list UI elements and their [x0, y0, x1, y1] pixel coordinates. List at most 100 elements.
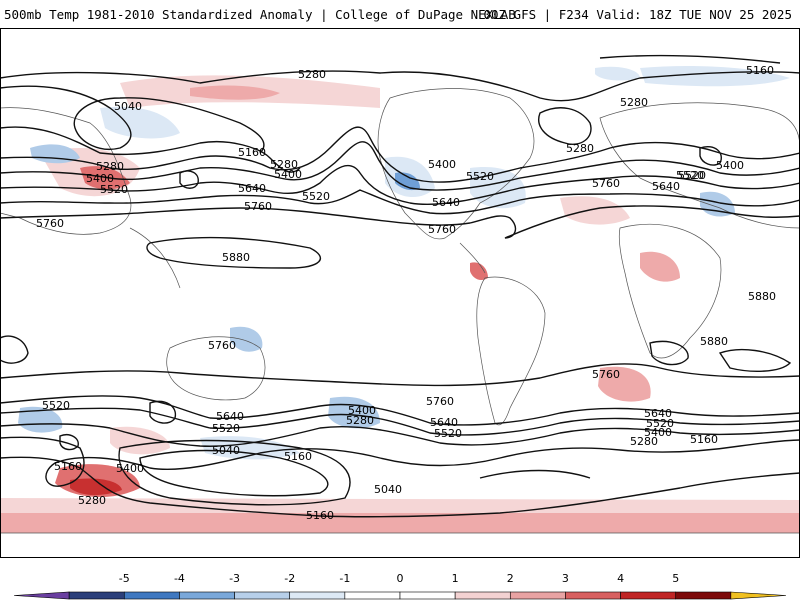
contour-label: 5760 [592, 177, 620, 190]
warm-anomaly-c-am [470, 262, 488, 281]
header: 500mb Temp 1981-2010 Standardized Anomal… [0, 0, 800, 28]
colorbar-segment [234, 591, 291, 600]
eurasia-outline [599, 102, 800, 229]
contour-label: 5640 [652, 180, 680, 193]
contour-5760-s [0, 363, 800, 387]
contour-5040-s-pac [139, 449, 329, 497]
colorbar-tick-label: 2 [506, 572, 514, 585]
colorbar-segment [675, 591, 732, 600]
warm-anomaly-atl [560, 196, 630, 225]
contour-label: 5040 [374, 483, 402, 496]
cold-anomaly-aus [230, 326, 263, 352]
contour-5280-s [0, 436, 800, 487]
colorbar-tick-label: 3 [561, 572, 569, 585]
contour-label: 5160 [284, 450, 312, 463]
contour-label: 5280 [630, 435, 658, 448]
africa-outline [618, 223, 722, 359]
contour-label: 5760 [426, 395, 454, 408]
contour-label: 5760 [208, 339, 236, 352]
contour-label: 5400 [348, 404, 376, 417]
contour-5640-s [0, 395, 800, 426]
cold-anomaly-s-pac [200, 436, 300, 460]
colorbar: -5 -4 -3 -2 -1 0 1 2 3 4 5 [0, 572, 800, 600]
cold-anomaly-asia [30, 144, 80, 164]
warm-anomaly-s-pac-core [70, 478, 122, 496]
colorbar-segment [344, 591, 401, 600]
cold-anomaly-arctic [640, 66, 790, 87]
colorbar-tick-label: -2 [284, 572, 296, 585]
contour-label: 5400 [86, 172, 114, 185]
height-contours [0, 54, 800, 518]
colorbar-segment [13, 591, 70, 600]
contour-label: 5160 [746, 64, 774, 77]
anomaly-map: 5280 5040 5160 5280 5400 5520 5280 5400 … [0, 28, 800, 558]
contour-closed-s-indian [149, 400, 177, 424]
contour-label: 5040 [114, 100, 142, 113]
contour-label: 5520 [434, 427, 462, 440]
colorbar-tick-label: -5 [118, 572, 130, 585]
contour-label: 5520 [678, 169, 706, 182]
contour-label: 5760 [36, 217, 64, 230]
cold-anomaly-n-atl [595, 66, 640, 81]
contour-5160-s-pac [118, 439, 351, 506]
contour-5160-arctic [599, 54, 781, 64]
contour-label: 5280 [566, 142, 594, 155]
contour-5400-s [0, 423, 800, 447]
contour-label: 5880 [700, 335, 728, 348]
contour-5040-n-pac [0, 85, 265, 154]
contour-label: 5040 [212, 444, 240, 457]
contour-label: 5280 [620, 96, 648, 109]
contour-label: 5280 [346, 414, 374, 427]
contour-closed-asia [179, 170, 199, 189]
contour-5520-s [0, 407, 800, 436]
warm-anomaly-antarctic [0, 513, 800, 533]
contour-label: 5160 [54, 460, 82, 473]
map-title: 500mb Temp 1981-2010 Standardized Anomal… [4, 7, 516, 22]
colorbar-segment [289, 591, 346, 600]
colorbar-tick-label: -4 [173, 572, 185, 585]
contour-label: 5640 [430, 416, 458, 429]
cold-anomaly-e-na [470, 167, 526, 209]
contour-5400-mid [0, 141, 800, 191]
cold-anomaly-na-core [395, 172, 420, 191]
contour-closed-atl [538, 107, 592, 145]
contour-label: 5280 [270, 158, 298, 171]
contour-label: 5760 [244, 200, 272, 213]
anomaly-shading [0, 66, 800, 533]
contour-5160-far-s [0, 456, 800, 518]
colorbar-segment [123, 591, 180, 600]
contour-label: 5640 [432, 196, 460, 209]
contour-label: 5400 [644, 426, 672, 439]
colorbar-scale [13, 591, 787, 600]
contour-5640-mid [0, 189, 800, 215]
contour-label: 5520 [42, 399, 70, 412]
contour-label: 5280 [298, 68, 326, 81]
colorbar-tick-label: 5 [672, 572, 680, 585]
colorbar-segment [620, 591, 677, 600]
contour-label: 5160 [306, 509, 334, 522]
contour-5880-af2 [718, 348, 792, 372]
contour-5880-indian [0, 335, 29, 364]
contour-label: 5400 [428, 158, 456, 171]
contour-5040-s-sa [479, 469, 591, 479]
contour-5280-n [0, 70, 800, 102]
contour-label: 5160 [238, 146, 266, 159]
colorbar-tick-label: -3 [229, 572, 241, 585]
contour-label: 5520 [302, 190, 330, 203]
colorbar-segment [565, 591, 621, 600]
asia-outline [0, 107, 132, 235]
contour-label: 5280 [96, 160, 124, 173]
cold-anomaly-s-indian [18, 406, 63, 433]
colorbar-tick-label: 1 [451, 572, 459, 585]
contour-label: 5160 [690, 433, 718, 446]
contour-label: 5400 [116, 462, 144, 475]
contour-label: 5280 [78, 494, 106, 507]
contour-label: 5880 [222, 251, 250, 264]
contour-label: 5760 [428, 223, 456, 236]
contour-label: 5640 [644, 407, 672, 420]
contour-5520-mid [0, 164, 800, 206]
contour-label: 5520 [646, 417, 674, 430]
contour-label: 5640 [216, 410, 244, 423]
contour-label: 5520 [212, 422, 240, 435]
warm-anomaly-antarctic-edge [0, 498, 800, 513]
